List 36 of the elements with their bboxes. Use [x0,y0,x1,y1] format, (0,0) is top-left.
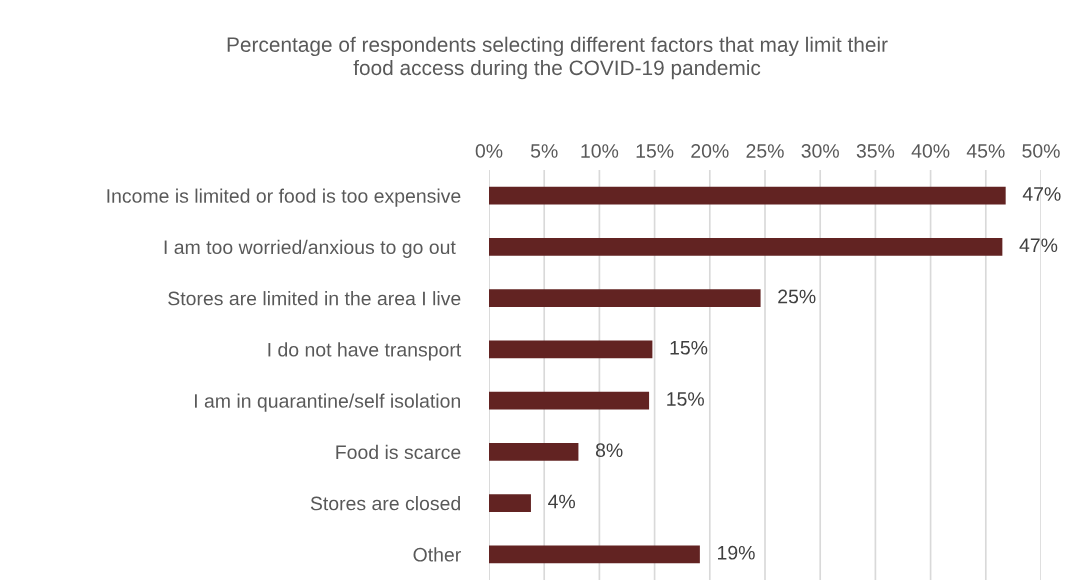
bar [489,545,700,564]
bar [489,494,531,513]
x-tick-label: 40% [911,144,950,158]
y-tick-label: Food is scarce [336,444,461,460]
bar [489,442,579,461]
x-tick-label: 50% [1022,144,1060,158]
y-tick-label: Income is limited or food is too expensive [107,188,461,207]
x-tick-label: 25% [746,144,784,158]
y-tick-label: Other [413,547,461,562]
x-tick-label: 30% [801,144,839,158]
y-tick-label: Stores are limited in the area I live [168,291,461,306]
x-tick-label: 45% [966,144,1005,158]
x-tick-label: 35% [856,144,895,158]
data-label: 19% [718,545,755,560]
y-tick-label: I am in quarantine/self isolation [194,393,460,412]
data-label: 25% [778,289,816,304]
data-label: 15% [670,340,708,355]
y-tick-label: I am too worried/anxious to go out [164,239,456,258]
x-tick-label: 15% [636,144,674,158]
y-tick-label: I do not have transport [268,342,462,361]
y-tick-label: Stores are closed [310,496,460,511]
x-tick-label: 10% [581,144,619,158]
data-label: 4% [548,494,576,509]
data-label: 47% [1019,238,1058,253]
data-label: 8% [595,443,623,458]
x-tick-label: 5% [530,144,558,158]
data-label: 47% [1022,187,1061,201]
bar [489,340,653,359]
bar [489,237,1003,256]
x-tick-label: 0% [475,144,503,158]
x-tick-label: 20% [691,144,729,158]
bar [489,289,761,308]
data-label: 15% [667,392,704,406]
bar [489,186,1006,205]
chart-title: Percentage of respondents selecting different factors that may limit their food access during the COVID-19 pandemic [227,36,888,80]
bar [489,391,650,410]
